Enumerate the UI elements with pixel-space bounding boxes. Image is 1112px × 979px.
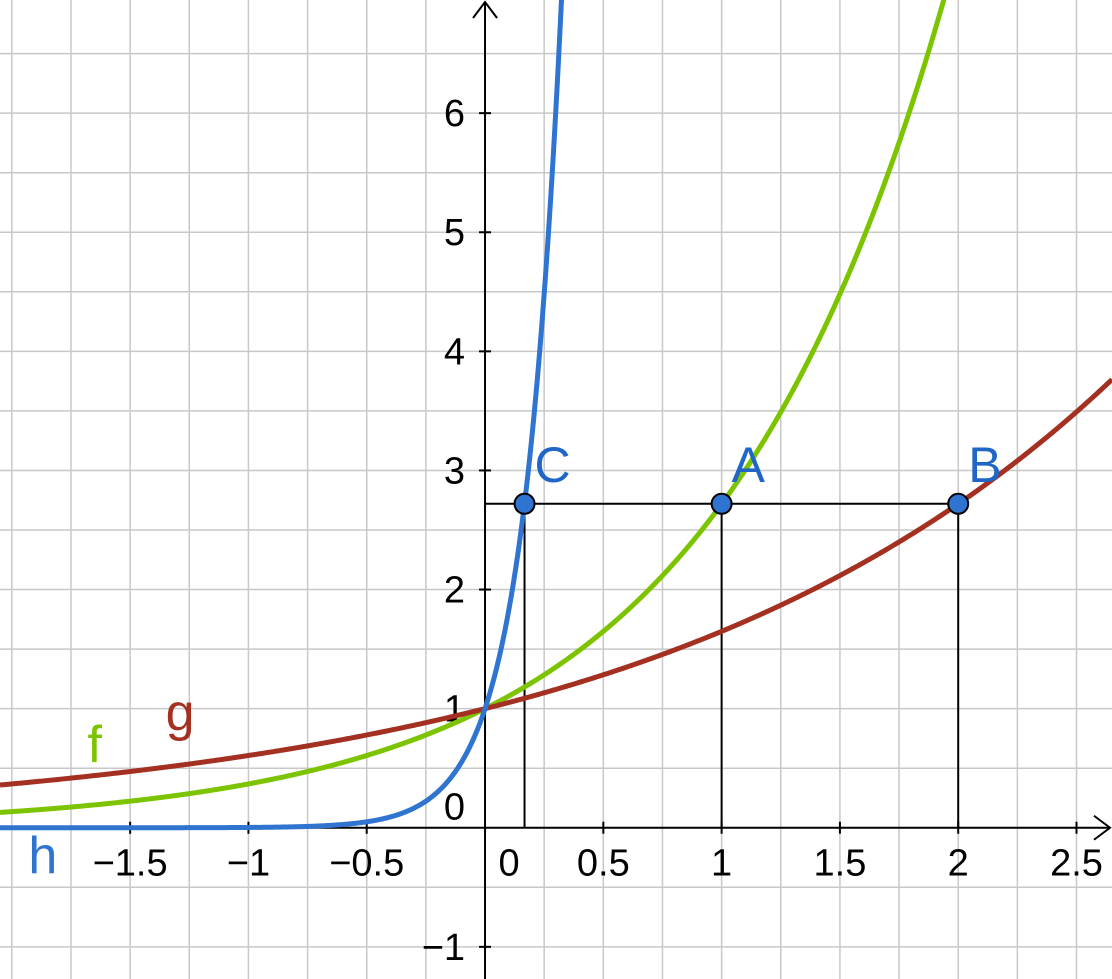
point-label-C: C: [535, 437, 571, 493]
x-tick-label: 0: [498, 843, 519, 885]
x-tick-label: −1: [227, 843, 270, 885]
y-tick-label: 2: [444, 570, 465, 612]
x-tick-label: 2.5: [1050, 843, 1103, 885]
x-tick-label: −0.5: [329, 843, 404, 885]
y-tick-label: 6: [444, 93, 465, 135]
curves: [0, 0, 1112, 831]
function-label-g: g: [166, 684, 195, 742]
x-tick-label: 0.5: [577, 843, 630, 885]
point-C: [513, 492, 536, 515]
y-axis-arrow: [472, 0, 498, 19]
x-tick-label: 1: [711, 843, 732, 885]
y-tick-label: −1: [422, 927, 465, 969]
y-tick-label: 0: [444, 787, 465, 829]
curve-h: [0, 0, 564, 831]
point-label-B: B: [968, 437, 1001, 493]
curve-g: [0, 377, 1112, 788]
y-tick-label: 4: [444, 331, 465, 373]
point-A: [710, 492, 733, 515]
function-label-f: f: [88, 716, 103, 774]
x-axis-arrow: [1093, 814, 1112, 841]
point-B: [947, 492, 970, 515]
function-label-h: h: [28, 827, 57, 885]
y-tick-label: 3: [444, 450, 465, 492]
point-label-A: A: [732, 437, 766, 493]
labels: C A Bf g h: [28, 437, 1001, 885]
x-tick-label: 2: [948, 843, 969, 885]
points: [513, 492, 970, 515]
x-tick-label: 1.5: [814, 843, 867, 885]
y-tick-label: 5: [444, 212, 465, 254]
x-tick-label: −1.5: [93, 843, 168, 885]
curve-f: [0, 0, 947, 815]
